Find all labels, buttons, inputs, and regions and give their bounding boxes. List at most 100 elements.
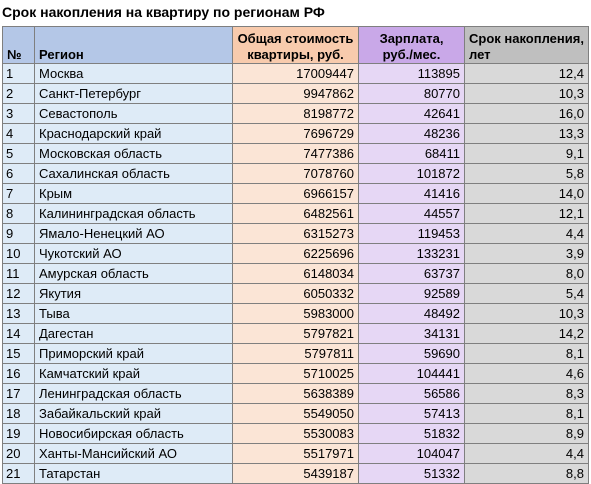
price-cell: 5530083 [232,423,359,444]
header-price: Общая стоимость квартиры, руб. [232,26,359,64]
region-cell: Тыва [34,303,233,324]
years-cell: 9,1 [464,143,589,164]
header-row: № Регион Общая стоимость квартиры, руб. … [2,26,589,64]
years-cell: 8,8 [464,463,589,484]
salary-cell: 133231 [358,243,465,264]
row-number: 1 [2,63,35,84]
salary-cell: 34131 [358,323,465,344]
region-cell: Московская область [34,143,233,164]
years-cell: 4,4 [464,443,589,464]
table-row: 21 Татарстан 5439187 51332 8,8 [2,463,589,484]
table-row: 18 Забайкальский край 5549050 57413 8,1 [2,403,589,424]
region-cell: Краснодарский край [34,123,233,144]
row-number: 14 [2,323,35,344]
header-region: Регион [34,26,233,64]
region-cell: Сахалинская область [34,163,233,184]
region-cell: Чукотский АО [34,243,233,264]
years-cell: 4,6 [464,363,589,384]
price-cell: 6966157 [232,183,359,204]
price-cell: 5638389 [232,383,359,404]
table-row: 4 Краснодарский край 7696729 48236 13,3 [2,123,589,144]
price-cell: 5710025 [232,363,359,384]
years-cell: 3,9 [464,243,589,264]
table-row: 13 Тыва 5983000 48492 10,3 [2,303,589,324]
region-cell: Дагестан [34,323,233,344]
price-cell: 17009447 [232,63,359,84]
salary-cell: 41416 [358,183,465,204]
salary-cell: 42641 [358,103,465,124]
page-title: Срок накопления на квартиру по регионам … [2,4,325,20]
salary-cell: 51832 [358,423,465,444]
salary-cell: 104047 [358,443,465,464]
price-cell: 5797811 [232,343,359,364]
table-row: 8 Калининградская область 6482561 44557 12,1 [2,203,589,224]
region-cell: Ямало-Ненецкий АО [34,223,233,244]
region-cell: Калининградская область [34,203,233,224]
row-number: 6 [2,163,35,184]
table-row: 7 Крым 6966157 41416 14,0 [2,183,589,204]
salary-cell: 68411 [358,143,465,164]
row-number: 3 [2,103,35,124]
row-number: 5 [2,143,35,164]
table-row: 19 Новосибирская область 5530083 51832 8,9 [2,423,589,444]
region-cell: Забайкальский край [34,403,233,424]
years-cell: 10,3 [464,83,589,104]
salary-cell: 48492 [358,303,465,324]
row-number: 21 [2,463,35,484]
price-cell: 8198772 [232,103,359,124]
region-cell: Амурская область [34,263,233,284]
years-cell: 14,0 [464,183,589,204]
table-row: 12 Якутия 6050332 92589 5,4 [2,283,589,304]
region-cell: Якутия [34,283,233,304]
row-number: 9 [2,223,35,244]
row-number: 10 [2,243,35,264]
table-row: 17 Ленинградская область 5638389 56586 8,3 [2,383,589,404]
years-cell: 8,1 [464,343,589,364]
table-row: 14 Дагестан 5797821 34131 14,2 [2,323,589,344]
header-salary: Зарплата, руб./мес. [358,26,465,64]
years-cell: 10,3 [464,303,589,324]
table-row: 9 Ямало-Ненецкий АО 6315273 119453 4,4 [2,223,589,244]
row-number: 17 [2,383,35,404]
price-cell: 5517971 [232,443,359,464]
table-row: 15 Приморский край 5797811 59690 8,1 [2,343,589,364]
years-cell: 4,4 [464,223,589,244]
salary-cell: 63737 [358,263,465,284]
region-cell: Ленинградская область [34,383,233,404]
region-cell: Ханты-Мансийский АО [34,443,233,464]
salary-cell: 57413 [358,403,465,424]
price-cell: 6315273 [232,223,359,244]
row-number: 2 [2,83,35,104]
region-cell: Санкт-Петербург [34,83,233,104]
row-number: 8 [2,203,35,224]
region-cell: Приморский край [34,343,233,364]
years-cell: 13,3 [464,123,589,144]
header-years: Срок накопления, лет [464,26,589,64]
region-cell: Севастополь [34,103,233,124]
table-row: 1 Москва 17009447 113895 12,4 [2,63,589,84]
salary-cell: 119453 [358,223,465,244]
row-number: 20 [2,443,35,464]
row-number: 13 [2,303,35,324]
years-cell: 5,8 [464,163,589,184]
row-number: 19 [2,423,35,444]
price-cell: 7477386 [232,143,359,164]
table-row: 11 Амурская область 6148034 63737 8,0 [2,263,589,284]
price-cell: 5439187 [232,463,359,484]
price-cell: 6225696 [232,243,359,264]
salary-cell: 56586 [358,383,465,404]
years-cell: 5,4 [464,283,589,304]
salary-cell: 80770 [358,83,465,104]
price-cell: 7078760 [232,163,359,184]
row-number: 16 [2,363,35,384]
years-cell: 8,1 [464,403,589,424]
table-row: 10 Чукотский АО 6225696 133231 3,9 [2,243,589,264]
price-cell: 5549050 [232,403,359,424]
price-cell: 7696729 [232,123,359,144]
price-cell: 6148034 [232,263,359,284]
region-cell: Новосибирская область [34,423,233,444]
salary-cell: 101872 [358,163,465,184]
years-cell: 12,1 [464,203,589,224]
salary-cell: 92589 [358,283,465,304]
salary-cell: 51332 [358,463,465,484]
